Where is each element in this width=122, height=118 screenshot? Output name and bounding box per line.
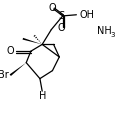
Text: OH: OH bbox=[80, 10, 95, 20]
Polygon shape bbox=[23, 38, 42, 44]
Text: O: O bbox=[49, 3, 56, 13]
Text: H: H bbox=[39, 91, 46, 101]
Text: Br: Br bbox=[0, 70, 9, 80]
Text: S: S bbox=[59, 11, 65, 21]
Text: 3: 3 bbox=[111, 32, 115, 38]
Text: O: O bbox=[58, 23, 65, 33]
Text: NH: NH bbox=[97, 26, 112, 36]
Polygon shape bbox=[10, 63, 26, 76]
Text: O: O bbox=[6, 46, 14, 56]
